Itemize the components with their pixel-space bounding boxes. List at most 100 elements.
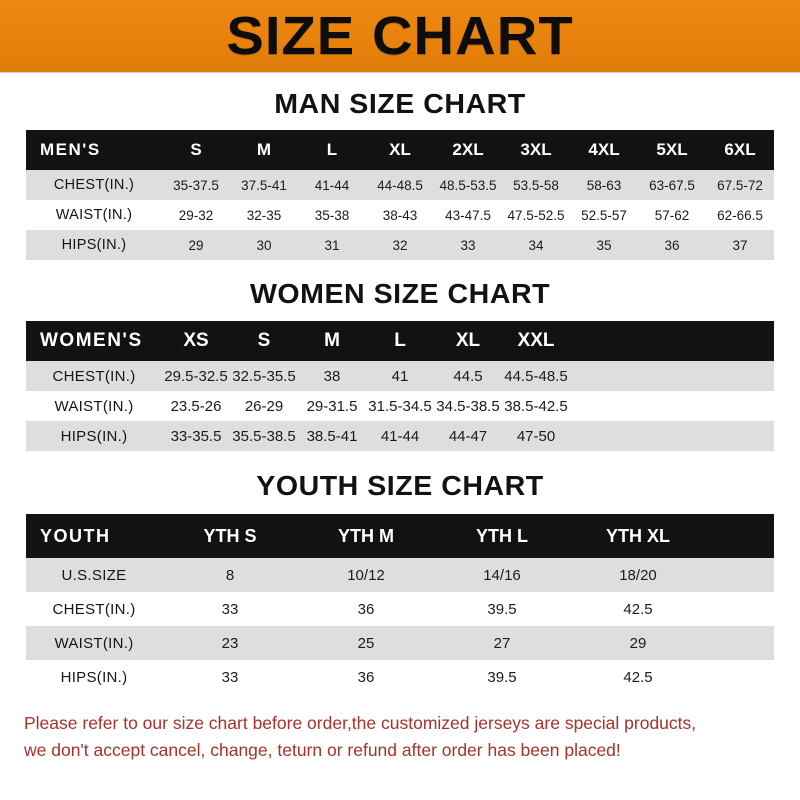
measurement-cell: 23 — [162, 626, 298, 660]
disclaimer-line-2: we don't accept cancel, change, teturn o… — [24, 740, 621, 760]
column-header-size: 4XL — [570, 130, 638, 170]
measurement-cell: 48.5-53.5 — [434, 170, 502, 200]
row-label: CHEST(IN.) — [26, 361, 162, 391]
row-label: CHEST(IN.) — [26, 592, 162, 626]
column-header-size: 3XL — [502, 130, 570, 170]
size-table-man: MEN'S S M L XL 2XL 3XL 4XL 5XL 6XL CHEST(IN.) 35-37… — [26, 130, 774, 260]
table-wrap-man: MEN'S S M L XL 2XL 3XL 4XL 5XL 6XL CHEST(IN.) 35-37… — [26, 130, 774, 260]
disclaimer: Please refer to our size chart before or… — [24, 710, 776, 764]
table-row: HIPS(IN.) 29 30 31 32 33 34 35 36 37 — [26, 230, 774, 260]
measurement-cell: 34.5-38.5 — [434, 391, 502, 421]
measurement-cell: 33 — [434, 230, 502, 260]
column-header-size: YTH L — [434, 514, 570, 558]
measurement-cell: 36 — [638, 230, 706, 260]
section-youth: YOUTH SIZE CHART YOUTH YTH S YTH M YTH L YTH… — [0, 471, 800, 694]
measurement-cell: 67.5-72 — [706, 170, 774, 200]
section-women: WOMEN SIZE CHART WOMEN'S XS S M L XL XXL CHEST(… — [0, 279, 800, 451]
table-body-youth: YOUTH YTH S YTH M YTH L YTH XL U.S.SIZE 8 10/12… — [26, 514, 774, 694]
table-body-man: MEN'S S M L XL 2XL 3XL 4XL 5XL 6XL CHEST(IN.) 35-37… — [26, 130, 774, 260]
column-header-size: S — [162, 130, 230, 170]
measurement-cell: 47.5-52.5 — [502, 200, 570, 230]
measurement-cell: 37 — [706, 230, 774, 260]
measurement-cell: 33 — [162, 592, 298, 626]
section-title-man: MAN SIZE CHART — [274, 88, 526, 119]
column-header-size: YTH M — [298, 514, 434, 558]
measurement-cell: 44.5 — [434, 361, 502, 391]
measurement-cell: 38 — [298, 361, 366, 391]
size-table-youth: YOUTH YTH S YTH M YTH L YTH XL U.S.SIZE 8 10/12… — [26, 514, 774, 694]
table-row: WAIST(IN.) 23 25 27 29 — [26, 626, 774, 660]
measurement-cell: 44.5-48.5 — [502, 361, 570, 391]
measurement-cell: 31.5-34.5 — [366, 391, 434, 421]
measurement-cell: 29-31.5 — [298, 391, 366, 421]
measurement-cell: 33 — [162, 660, 298, 694]
column-header-spacer — [570, 321, 774, 361]
table-row: WAIST(IN.) 29-32 32-35 35-38 38-43 43-47.5 47.… — [26, 200, 774, 230]
column-header-size: M — [230, 130, 298, 170]
measurement-cell: 52.5-57 — [570, 200, 638, 230]
measurement-cell: 25 — [298, 626, 434, 660]
table-header-row: WOMEN'S XS S M L XL XXL — [26, 321, 774, 361]
column-header-size: XXL — [502, 321, 570, 361]
table-row: U.S.SIZE 8 10/12 14/16 18/20 — [26, 558, 774, 592]
measurement-cell: 36 — [298, 660, 434, 694]
measurement-cell: 44-47 — [434, 421, 502, 451]
table-corner-label: YOUTH — [26, 514, 162, 558]
row-spacer-cell — [570, 421, 774, 451]
table-row: WAIST(IN.) 23.5-26 26-29 29-31.5 31.5-34.5 34… — [26, 391, 774, 421]
row-label: CHEST(IN.) — [26, 170, 162, 200]
measurement-cell: 29-32 — [162, 200, 230, 230]
section-title-women: WOMEN SIZE CHART — [249, 278, 551, 309]
measurement-cell: 41 — [366, 361, 434, 391]
measurement-cell: 47-50 — [502, 421, 570, 451]
measurement-cell: 10/12 — [298, 558, 434, 592]
measurement-cell: 39.5 — [434, 592, 570, 626]
table-body-women: WOMEN'S XS S M L XL XXL CHEST(IN.) 29.5-32.5 32.5… — [26, 321, 774, 451]
measurement-cell: 32 — [366, 230, 434, 260]
measurement-cell: 63-67.5 — [638, 170, 706, 200]
table-wrap-youth: YOUTH YTH S YTH M YTH L YTH XL U.S.SIZE 8 10/12… — [26, 514, 774, 694]
row-spacer-cell — [706, 626, 774, 660]
measurement-cell: 43-47.5 — [434, 200, 502, 230]
measurement-cell: 29 — [162, 230, 230, 260]
table-header-row: MEN'S S M L XL 2XL 3XL 4XL 5XL 6XL — [26, 130, 774, 170]
measurement-cell: 58-63 — [570, 170, 638, 200]
measurement-cell: 44-48.5 — [366, 170, 434, 200]
measurement-cell: 26-29 — [230, 391, 298, 421]
row-label: HIPS(IN.) — [26, 660, 162, 694]
measurement-cell: 38.5-42.5 — [502, 391, 570, 421]
row-label: HIPS(IN.) — [26, 421, 162, 451]
measurement-cell: 53.5-58 — [502, 170, 570, 200]
measurement-cell: 29 — [570, 626, 706, 660]
table-corner-label: WOMEN'S — [26, 321, 162, 361]
row-spacer-cell — [706, 558, 774, 592]
measurement-cell: 41-44 — [298, 170, 366, 200]
size-table-women: WOMEN'S XS S M L XL XXL CHEST(IN.) 29.5-32.5 32.5… — [26, 321, 774, 451]
measurement-cell: 35-38 — [298, 200, 366, 230]
column-header-size: M — [298, 321, 366, 361]
table-row: HIPS(IN.) 33-35.5 35.5-38.5 38.5-41 41-44 44-… — [26, 421, 774, 451]
table-wrap-women: WOMEN'S XS S M L XL XXL CHEST(IN.) 29.5-32.5 32.5… — [26, 321, 774, 451]
measurement-cell: 30 — [230, 230, 298, 260]
measurement-cell: 33-35.5 — [162, 421, 230, 451]
row-spacer-cell — [570, 361, 774, 391]
column-header-size: L — [298, 130, 366, 170]
table-corner-label: MEN'S — [26, 130, 162, 170]
measurement-cell: 41-44 — [366, 421, 434, 451]
measurement-cell: 57-62 — [638, 200, 706, 230]
measurement-cell: 35-37.5 — [162, 170, 230, 200]
measurement-cell: 32.5-35.5 — [230, 361, 298, 391]
measurement-cell: 38-43 — [366, 200, 434, 230]
measurement-cell: 23.5-26 — [162, 391, 230, 421]
column-header-size: 6XL — [706, 130, 774, 170]
page-banner: SIZE CHART — [0, 0, 800, 73]
measurement-cell: 29.5-32.5 — [162, 361, 230, 391]
table-row: CHEST(IN.) 33 36 39.5 42.5 — [26, 592, 774, 626]
row-label: WAIST(IN.) — [26, 200, 162, 230]
measurement-cell: 34 — [502, 230, 570, 260]
disclaimer-line-1: Please refer to our size chart before or… — [24, 713, 697, 733]
column-header-size: 2XL — [434, 130, 502, 170]
row-label: WAIST(IN.) — [26, 391, 162, 421]
measurement-cell: 8 — [162, 558, 298, 592]
column-header-size: S — [230, 321, 298, 361]
